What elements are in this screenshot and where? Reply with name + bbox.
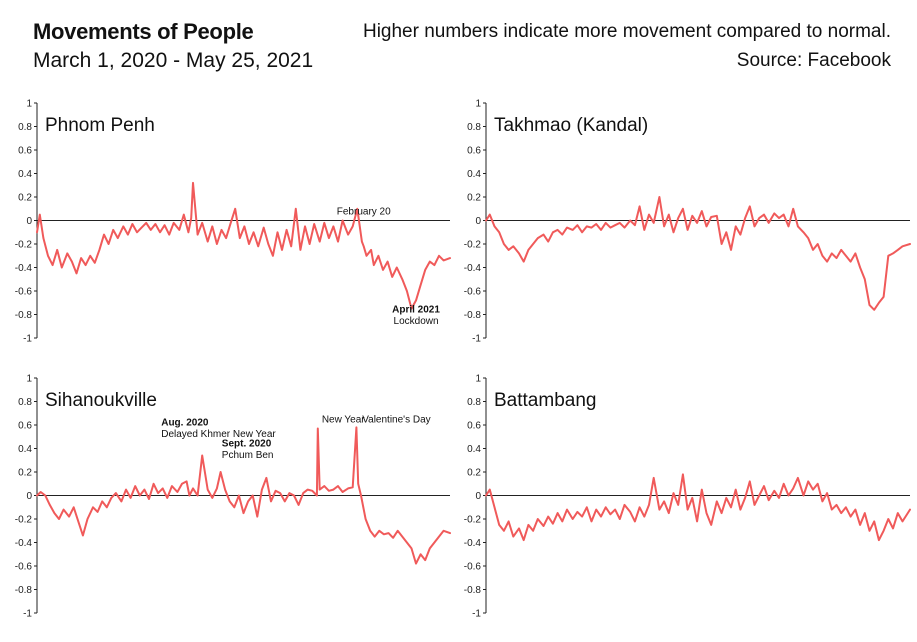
y-tick-label: 0	[26, 216, 32, 227]
annotation-line: Sept. 2020	[222, 438, 272, 449]
y-tick-label: 0.8	[18, 122, 32, 133]
y-tick-label: 0.6	[18, 146, 32, 157]
panel-title: Phnom Penh	[45, 115, 155, 136]
annotation-line: Aug. 2020	[161, 417, 209, 428]
annotation-line: Delayed Khmer New Year	[161, 429, 276, 440]
annotation-line: Lockdown	[394, 316, 439, 327]
y-tick-label: -0.4	[464, 538, 482, 549]
y-tick-label: 0.2	[467, 193, 481, 204]
y-tick-label: 0	[475, 216, 481, 227]
panel-1: 1 0.8 0.6 0.4 0.2 0 -0.2 -0.4 -0.6 -0.8 -1 Phnom Pe…	[15, 99, 451, 345]
annotation-line: Valentine's Day	[362, 415, 430, 426]
y-tick-label: -0.8	[15, 310, 33, 321]
series-line-1	[36, 426, 451, 565]
y-tick-label: -0.6	[464, 562, 482, 573]
y-tick-label: -1	[23, 609, 32, 620]
y-tick-label: 0	[475, 491, 481, 502]
date-range-subtitle: March 1, 2020 - May 25, 2021	[33, 49, 314, 72]
y-tick-label: 0.2	[18, 193, 32, 204]
y-tick-label: 0.6	[467, 421, 481, 432]
y-tick-label: 0.4	[467, 169, 481, 180]
y-tick-label: 1	[475, 99, 481, 110]
source-credit: Source: Facebook	[736, 50, 891, 71]
panel-3: 1 0.8 0.6 0.4 0.2 0 -0.2 -0.4 -0.6 -0.8 -1 Sihanouk…	[15, 374, 451, 620]
y-tick-label: 0.8	[467, 122, 481, 133]
annotation-line: New Year	[322, 415, 365, 426]
y-tick-label: -0.8	[464, 585, 482, 596]
y-tick-label: -0.8	[15, 585, 33, 596]
y-tick-label: -0.2	[464, 515, 482, 526]
panel-4: 1 0.8 0.6 0.4 0.2 0 -0.2 -0.4 -0.6 -0.8 -1 Battamba…	[464, 374, 911, 620]
series-line-1	[36, 181, 451, 310]
series-line-1	[485, 196, 911, 311]
annotation: Valentine's Day	[362, 415, 430, 426]
annotation: February 20	[337, 207, 391, 218]
panel-2: 1 0.8 0.6 0.4 0.2 0 -0.2 -0.4 -0.6 -0.8 -1 Takhmao …	[464, 99, 911, 345]
y-tick-label: 0.4	[18, 444, 32, 455]
y-tick-label: 0.4	[18, 169, 32, 180]
y-tick-label: -0.6	[15, 287, 33, 298]
y-tick-label: -0.2	[464, 240, 482, 251]
interpretation-note: Higher numbers indicate more movement co…	[362, 21, 891, 42]
y-tick-label: -0.4	[15, 538, 33, 549]
y-tick-label: 0.6	[18, 421, 32, 432]
panel-title: Takhmao (Kandal)	[494, 115, 648, 136]
y-tick-label: 0	[26, 491, 32, 502]
panel-title: Battambang	[494, 390, 596, 411]
annotation-line: February 20	[337, 207, 391, 218]
y-tick-label: 1	[475, 374, 481, 385]
y-tick-label: -0.6	[464, 287, 482, 298]
y-tick-label: -1	[472, 609, 481, 620]
y-tick-label: 0.2	[18, 468, 32, 479]
y-tick-label: -1	[472, 334, 481, 345]
y-tick-label: 0.8	[18, 397, 32, 408]
y-tick-label: 1	[26, 374, 32, 385]
y-tick-label: 0.6	[467, 146, 481, 157]
y-tick-label: -0.4	[15, 263, 33, 274]
y-tick-label: -0.6	[15, 562, 33, 573]
panel-title: Sihanoukville	[45, 390, 157, 411]
y-tick-label: 1	[26, 99, 32, 110]
y-tick-label: -1	[23, 334, 32, 345]
annotation: New Year	[322, 415, 365, 426]
y-tick-label: 0.8	[467, 397, 481, 408]
y-tick-label: 0.4	[467, 444, 481, 455]
series-line-1	[485, 473, 911, 542]
y-tick-label: -0.4	[464, 263, 482, 274]
annotation-line: Pchum Ben	[222, 450, 274, 461]
y-tick-label: -0.8	[464, 310, 482, 321]
y-tick-label: -0.2	[15, 240, 33, 251]
annotation-line: April 2021	[392, 304, 440, 315]
y-tick-label: 0.2	[467, 468, 481, 479]
chart-title: Movements of People	[33, 19, 254, 44]
y-tick-label: -0.2	[15, 515, 33, 526]
